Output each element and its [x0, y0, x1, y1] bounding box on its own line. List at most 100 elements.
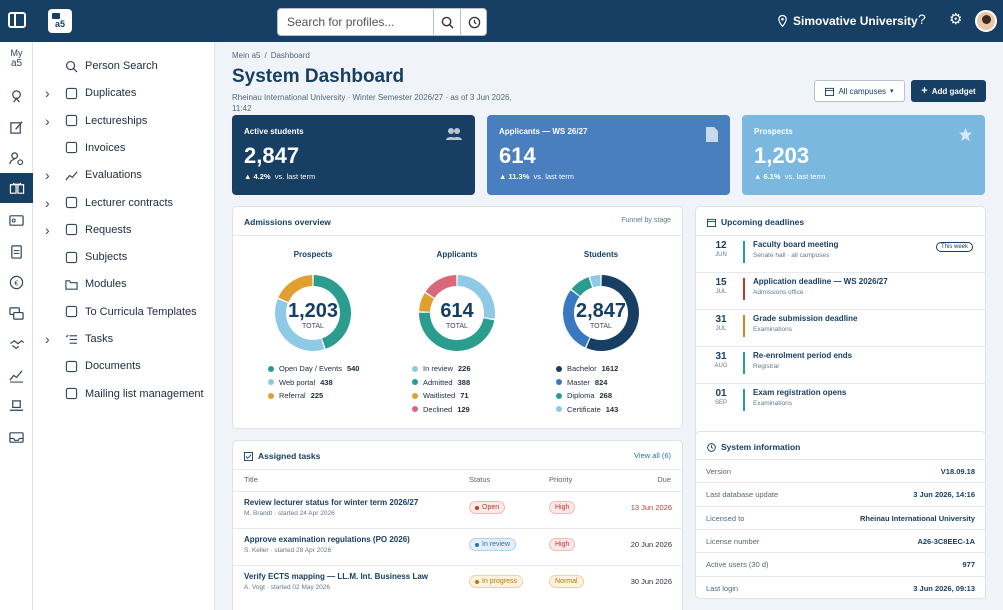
deadline-accent-bar: [743, 278, 745, 300]
rail-analytics-icon[interactable]: [0, 361, 33, 389]
rail-clipboard-icon[interactable]: [0, 237, 33, 265]
rail-inbox-icon[interactable]: [0, 423, 33, 451]
deadline-item[interactable]: 12 JUN Faculty board meeting Senate hall · …: [696, 235, 985, 272]
task-row[interactable]: Verify ECTS mapping — LL.M. Int. Busines…: [233, 565, 682, 601]
chevron-right-icon[interactable]: ›: [45, 85, 50, 102]
deadline-item[interactable]: 01 SEP Exam registration opens Examinations: [696, 383, 985, 420]
donut-slice[interactable]: [589, 275, 601, 288]
search-input[interactable]: [278, 9, 432, 35]
menu-item-12[interactable]: Mailing list management: [33, 382, 215, 406]
donut-slice[interactable]: [419, 312, 495, 352]
app-logo[interactable]: a5: [48, 9, 72, 33]
donut-legend: In review 226 Admitted 388 Waitlisted 71 Decli…: [412, 362, 471, 416]
this-week-badge: This week: [935, 242, 973, 252]
view-all-link[interactable]: View all (6): [634, 451, 671, 460]
chevron-right-icon[interactable]: ›: [45, 331, 50, 347]
menu-item-4[interactable]: › Evaluations: [33, 163, 215, 187]
menu-item-5[interactable]: › Lecturer contracts: [33, 191, 215, 215]
menu-item-6[interactable]: › Requests: [33, 218, 215, 242]
deadline-item[interactable]: 31 AUG Re-enrolment period ends Registrar: [696, 346, 985, 383]
legend-label: Referral: [279, 391, 306, 401]
rail-handshake-icon[interactable]: [0, 330, 33, 358]
search-button[interactable]: [433, 9, 460, 35]
donut-total: 2,847: [575, 300, 627, 322]
rail-lectureships-icon[interactable]: [0, 173, 33, 203]
task-title[interactable]: Review lecturer status for winter term 2…: [244, 498, 419, 507]
breadcrumb-home[interactable]: Mein a5: [232, 51, 261, 60]
deadline-subtitle: Admissions office: [753, 289, 804, 296]
invoice-icon: [64, 141, 78, 155]
page-subtitle: Rheinau International University · Winte…: [232, 93, 512, 113]
chevron-right-icon[interactable]: ›: [45, 167, 50, 184]
donut-slice[interactable]: [571, 277, 593, 296]
system-info-key: Licensed to: [706, 513, 745, 523]
sidebar-toggle-icon[interactable]: [8, 12, 26, 28]
rail-desk-icon[interactable]: [0, 392, 33, 420]
legend-item: Diploma 268: [556, 389, 618, 403]
deadline-subtitle: Examinations: [753, 326, 793, 333]
add-gadget-button[interactable]: + Add gadget: [911, 80, 986, 102]
donut-slice[interactable]: [563, 290, 590, 348]
my-a5-link[interactable]: My a5: [0, 48, 33, 69]
deadline-accent-bar: [743, 352, 745, 374]
donut-slice[interactable]: [278, 275, 313, 303]
legend-value: 388: [457, 377, 471, 387]
contract-icon: [64, 196, 78, 210]
sidebar-menu: Person Search › Duplicates › Lectureships Inv…: [33, 42, 215, 610]
menu-item-7[interactable]: Subjects: [33, 245, 215, 269]
system-info-key: Active users (30 d): [706, 560, 769, 570]
chevron-right-icon[interactable]: ›: [45, 112, 50, 129]
settings-gear-icon[interactable]: ⚙: [949, 11, 963, 28]
donut-slice[interactable]: [313, 275, 351, 349]
history-icon: [468, 16, 480, 28]
priority-label: High: [555, 504, 570, 511]
kpi-title: Applicants — WS 26/27: [499, 127, 588, 136]
task-check-icon: [244, 451, 253, 461]
menu-item-0[interactable]: Person Search: [33, 54, 215, 78]
menu-item-11[interactable]: Documents: [33, 354, 215, 378]
menu-item-3[interactable]: Invoices: [33, 136, 215, 160]
deadline-item[interactable]: 15 JUL Application deadline — WS 2026/27 Ad…: [696, 272, 985, 309]
priority-badge: Normal: [549, 575, 584, 588]
legend-dot: [268, 365, 274, 372]
donut-slice[interactable]: [425, 275, 457, 298]
tasks-card: Assigned tasks View all (6) Title Status…: [232, 440, 683, 610]
menu-item-2[interactable]: › Lectureships: [33, 109, 215, 133]
university-selector[interactable]: Simovative University: [778, 14, 918, 28]
donut-slice[interactable]: [586, 275, 639, 351]
rail-chat-icon[interactable]: [0, 299, 33, 327]
user-avatar[interactable]: [975, 10, 997, 32]
legend-label: In review: [423, 364, 454, 374]
chevron-right-icon[interactable]: ›: [45, 221, 50, 238]
rail-user-settings-icon[interactable]: [0, 144, 33, 172]
legend-item: Declined 129: [412, 403, 471, 417]
legend-value: 438: [320, 377, 333, 387]
chevron-right-icon[interactable]: ›: [45, 194, 50, 211]
kpi-card[interactable]: Active students 2,847 ▲ 4.2% vs. last term: [232, 115, 475, 195]
task-row[interactable]: Approve examination regulations (PO 2026…: [233, 528, 682, 564]
donut-slice[interactable]: [275, 299, 325, 351]
help-icon[interactable]: ?: [918, 11, 926, 27]
menu-item-9[interactable]: To Curricula Templates: [33, 300, 215, 324]
kpi-title: Prospects: [754, 127, 793, 136]
task-row[interactable]: Review lecturer status for winter term 2…: [233, 491, 682, 527]
kpi-card[interactable]: Applicants — WS 26/27 614 ▲ 11.3% vs. last…: [487, 115, 730, 195]
rail-euro-icon[interactable]: €: [0, 268, 33, 296]
rail-id-card-icon[interactable]: [0, 206, 33, 234]
menu-item-8[interactable]: Modules: [33, 272, 215, 296]
task-title[interactable]: Approve examination regulations (PO 2026…: [244, 535, 410, 544]
menu-item-1[interactable]: › Duplicates: [33, 81, 215, 105]
menu-item-10[interactable]: › Tasks: [33, 327, 215, 351]
rail-edit-icon[interactable]: [0, 113, 33, 141]
donut-slice[interactable]: [457, 275, 495, 319]
deadline-item[interactable]: 31 JUL Grade submission deadline Examinatio…: [696, 309, 985, 346]
donut-slice[interactable]: [419, 292, 435, 312]
task-title[interactable]: Verify ECTS mapping — LL.M. Int. Busines…: [244, 572, 429, 581]
status-label: Open: [482, 504, 500, 511]
history-button[interactable]: [460, 9, 487, 35]
admissions-note: Funnel by stage: [621, 217, 671, 224]
campus-filter-dropdown[interactable]: All campuses ▾: [814, 80, 905, 102]
rail-profile-icon[interactable]: [0, 82, 33, 110]
donut-total-label: TOTAL: [446, 323, 468, 330]
kpi-card[interactable]: Prospects 1,203 ▲ 6.1% vs. last term: [742, 115, 985, 195]
